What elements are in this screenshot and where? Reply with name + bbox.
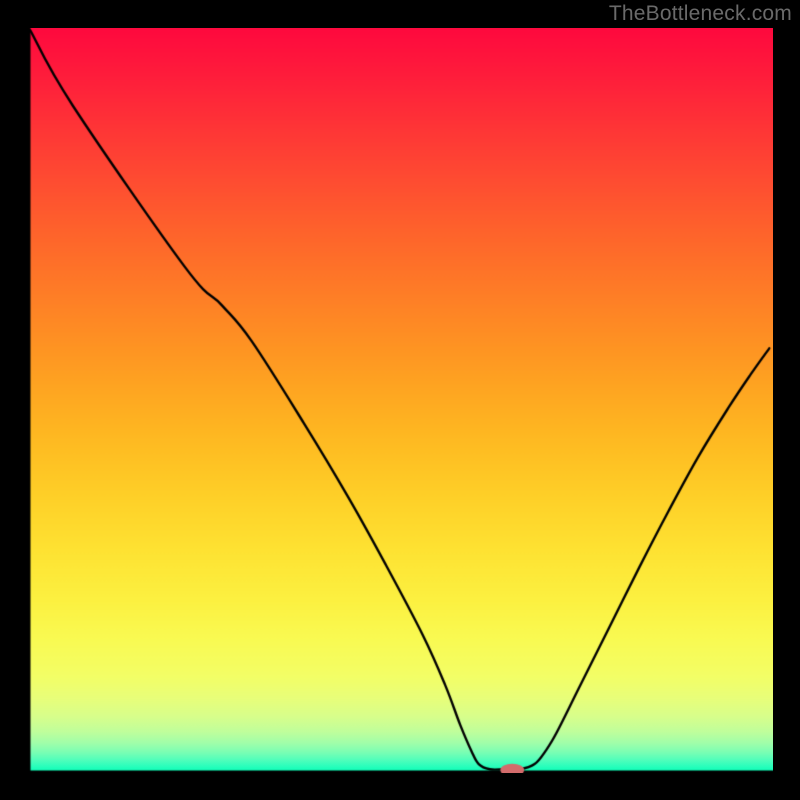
watermark-text: TheBottleneck.com	[609, 2, 792, 26]
chart-curve-and-axes	[28, 28, 773, 773]
chart-plot-area	[28, 28, 773, 773]
